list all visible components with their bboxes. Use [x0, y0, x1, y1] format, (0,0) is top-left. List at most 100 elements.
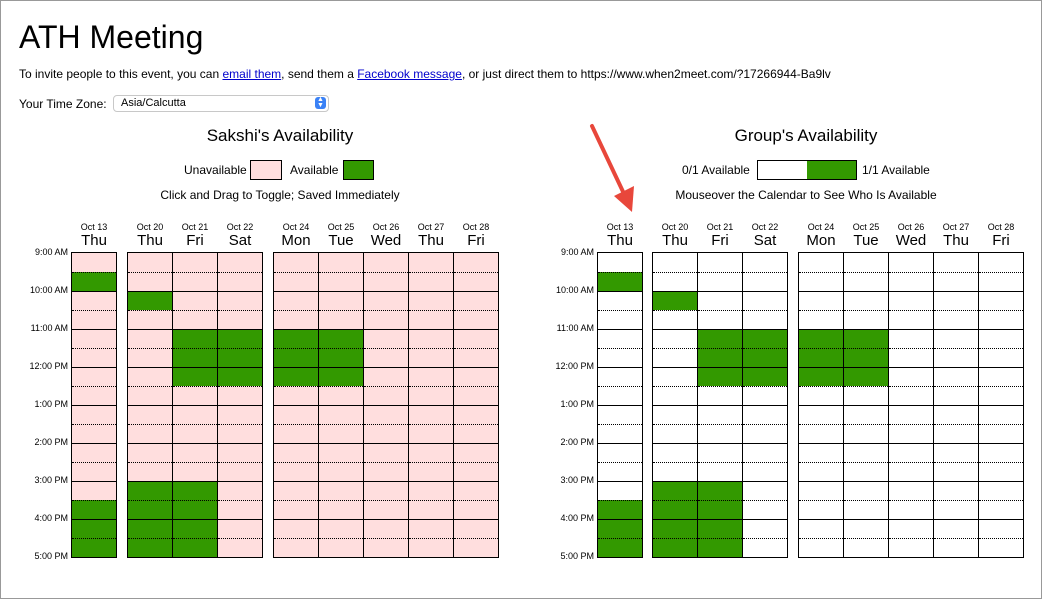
personal-time-slot[interactable]: [364, 272, 408, 291]
personal-time-slot[interactable]: [454, 519, 498, 538]
personal-time-slot[interactable]: [72, 253, 116, 272]
group-time-slot[interactable]: [598, 500, 642, 519]
group-time-slot[interactable]: [653, 367, 697, 386]
personal-time-slot[interactable]: [218, 386, 262, 405]
group-time-slot[interactable]: [598, 272, 642, 291]
personal-time-slot[interactable]: [454, 500, 498, 519]
personal-time-slot[interactable]: [72, 310, 116, 329]
personal-time-slot[interactable]: [364, 500, 408, 519]
personal-time-slot[interactable]: [364, 386, 408, 405]
group-time-slot[interactable]: [934, 443, 978, 462]
group-time-slot[interactable]: [889, 500, 933, 519]
group-time-slot[interactable]: [743, 348, 787, 367]
group-time-slot[interactable]: [979, 348, 1023, 367]
group-time-slot[interactable]: [598, 443, 642, 462]
group-time-slot[interactable]: [799, 348, 843, 367]
group-time-slot[interactable]: [844, 519, 888, 538]
personal-time-slot[interactable]: [173, 500, 217, 519]
group-time-slot[interactable]: [979, 367, 1023, 386]
personal-time-slot[interactable]: [128, 500, 172, 519]
personal-time-slot[interactable]: [274, 310, 318, 329]
group-time-slot[interactable]: [698, 310, 742, 329]
group-day-column[interactable]: [888, 252, 934, 558]
group-time-slot[interactable]: [653, 310, 697, 329]
personal-time-slot[interactable]: [319, 538, 363, 557]
group-time-slot[interactable]: [598, 538, 642, 557]
personal-day-column[interactable]: [172, 252, 218, 558]
group-time-slot[interactable]: [844, 348, 888, 367]
group-time-slot[interactable]: [979, 291, 1023, 310]
group-time-slot[interactable]: [889, 367, 933, 386]
personal-time-slot[interactable]: [274, 272, 318, 291]
timezone-select[interactable]: Asia/Calcutta ▲ ▼: [113, 95, 329, 112]
group-time-slot[interactable]: [979, 310, 1023, 329]
personal-time-slot[interactable]: [454, 424, 498, 443]
group-time-slot[interactable]: [799, 424, 843, 443]
group-time-slot[interactable]: [598, 310, 642, 329]
group-time-slot[interactable]: [598, 405, 642, 424]
personal-time-slot[interactable]: [128, 481, 172, 500]
personal-time-slot[interactable]: [454, 443, 498, 462]
personal-time-slot[interactable]: [364, 538, 408, 557]
group-time-slot[interactable]: [979, 329, 1023, 348]
group-time-slot[interactable]: [698, 405, 742, 424]
group-time-slot[interactable]: [844, 272, 888, 291]
group-time-slot[interactable]: [934, 424, 978, 443]
group-day-column[interactable]: [742, 252, 788, 558]
group-time-slot[interactable]: [844, 253, 888, 272]
group-time-slot[interactable]: [743, 253, 787, 272]
personal-time-slot[interactable]: [218, 348, 262, 367]
personal-time-slot[interactable]: [72, 481, 116, 500]
personal-time-slot[interactable]: [454, 386, 498, 405]
group-time-slot[interactable]: [743, 291, 787, 310]
personal-time-slot[interactable]: [173, 291, 217, 310]
personal-time-slot[interactable]: [218, 462, 262, 481]
group-time-slot[interactable]: [799, 405, 843, 424]
personal-time-slot[interactable]: [128, 310, 172, 329]
group-time-slot[interactable]: [799, 538, 843, 557]
group-time-slot[interactable]: [743, 519, 787, 538]
group-time-slot[interactable]: [844, 538, 888, 557]
personal-time-slot[interactable]: [128, 386, 172, 405]
personal-time-slot[interactable]: [173, 310, 217, 329]
personal-time-slot[interactable]: [72, 405, 116, 424]
personal-time-slot[interactable]: [364, 348, 408, 367]
group-time-slot[interactable]: [934, 253, 978, 272]
group-day-column[interactable]: [978, 252, 1024, 558]
group-time-slot[interactable]: [889, 538, 933, 557]
personal-time-slot[interactable]: [72, 329, 116, 348]
personal-time-slot[interactable]: [274, 538, 318, 557]
group-time-slot[interactable]: [979, 386, 1023, 405]
personal-time-slot[interactable]: [319, 348, 363, 367]
personal-time-slot[interactable]: [128, 367, 172, 386]
personal-time-slot[interactable]: [454, 310, 498, 329]
group-time-slot[interactable]: [598, 386, 642, 405]
personal-time-slot[interactable]: [409, 348, 453, 367]
personal-time-slot[interactable]: [72, 272, 116, 291]
group-time-slot[interactable]: [698, 348, 742, 367]
group-time-slot[interactable]: [653, 386, 697, 405]
personal-time-slot[interactable]: [128, 519, 172, 538]
group-time-slot[interactable]: [698, 253, 742, 272]
group-time-slot[interactable]: [844, 291, 888, 310]
group-time-slot[interactable]: [799, 519, 843, 538]
group-time-slot[interactable]: [889, 462, 933, 481]
group-time-slot[interactable]: [743, 329, 787, 348]
group-time-slot[interactable]: [653, 272, 697, 291]
group-day-column[interactable]: [652, 252, 698, 558]
group-time-slot[interactable]: [653, 500, 697, 519]
personal-time-slot[interactable]: [319, 500, 363, 519]
personal-time-slot[interactable]: [319, 424, 363, 443]
personal-time-slot[interactable]: [72, 291, 116, 310]
email-link[interactable]: email them: [222, 67, 282, 81]
personal-time-slot[interactable]: [173, 519, 217, 538]
group-time-slot[interactable]: [698, 443, 742, 462]
personal-time-slot[interactable]: [409, 272, 453, 291]
group-time-slot[interactable]: [979, 405, 1023, 424]
personal-time-slot[interactable]: [319, 253, 363, 272]
personal-time-slot[interactable]: [364, 291, 408, 310]
group-time-slot[interactable]: [598, 519, 642, 538]
personal-time-slot[interactable]: [274, 329, 318, 348]
personal-time-slot[interactable]: [274, 253, 318, 272]
personal-time-slot[interactable]: [274, 386, 318, 405]
